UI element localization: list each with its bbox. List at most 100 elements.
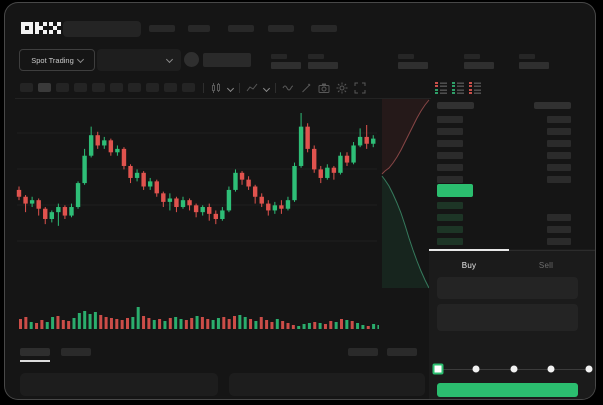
orderbook-row[interactable] bbox=[437, 137, 571, 149]
volume-bar bbox=[120, 320, 124, 329]
volume-bar bbox=[99, 315, 103, 329]
timeframe-button[interactable] bbox=[20, 83, 33, 92]
bottom-action-1[interactable] bbox=[348, 348, 378, 356]
candle-type-icon[interactable] bbox=[210, 82, 222, 94]
asks-depth-fill bbox=[382, 99, 429, 174]
volume-bar bbox=[238, 315, 242, 329]
last-price-bar[interactable] bbox=[437, 184, 473, 197]
volume-bar bbox=[254, 321, 258, 329]
indicators-icon[interactable] bbox=[282, 82, 294, 94]
buy-tab-label: Buy bbox=[461, 261, 477, 270]
timeframe-button[interactable] bbox=[110, 83, 123, 92]
stat-label bbox=[398, 54, 414, 59]
nav-item[interactable] bbox=[228, 25, 254, 32]
candle bbox=[239, 172, 245, 180]
volume-bar bbox=[366, 326, 370, 329]
buy-submit-button[interactable] bbox=[437, 383, 578, 397]
nav-item[interactable] bbox=[188, 25, 210, 32]
timeframe-button[interactable] bbox=[128, 83, 141, 92]
fullscreen-icon[interactable] bbox=[354, 82, 366, 94]
amount-slider[interactable] bbox=[432, 363, 593, 374]
orderbook-row[interactable] bbox=[437, 125, 571, 137]
orderbook-row[interactable] bbox=[437, 173, 571, 185]
candle bbox=[174, 198, 179, 208]
candle bbox=[252, 186, 258, 197]
pair-selector-dropdown[interactable] bbox=[97, 49, 181, 71]
trading-mode-button[interactable]: Spot Trading bbox=[19, 49, 95, 71]
orderbook-row[interactable] bbox=[437, 149, 571, 161]
volume-bar bbox=[206, 319, 210, 329]
candle bbox=[75, 183, 81, 208]
amount-input[interactable] bbox=[437, 304, 578, 331]
search-input[interactable] bbox=[63, 21, 141, 37]
orderbook-row[interactable] bbox=[437, 211, 571, 223]
volume-bar bbox=[83, 311, 87, 329]
book-mode-bids-icon[interactable] bbox=[452, 81, 465, 94]
timeframe-button[interactable] bbox=[164, 83, 177, 92]
candlestick-chart[interactable] bbox=[15, 99, 379, 335]
timeframe-button[interactable] bbox=[74, 83, 87, 92]
volume-bar bbox=[40, 320, 44, 329]
timeframe-button[interactable] bbox=[146, 83, 159, 92]
chevron-down-icon[interactable] bbox=[262, 84, 271, 92]
active-tab-indicator bbox=[429, 249, 509, 251]
volume-bar bbox=[184, 320, 188, 329]
orderbook-row[interactable] bbox=[437, 199, 571, 211]
volume-bar bbox=[93, 312, 97, 329]
book-mode-combined-icon[interactable] bbox=[435, 81, 448, 94]
bottom-tab-2[interactable] bbox=[61, 348, 91, 356]
volume-bar bbox=[168, 318, 172, 329]
slider-stop[interactable] bbox=[472, 365, 480, 372]
slider-stop[interactable] bbox=[510, 365, 517, 372]
tab-buy[interactable]: Buy bbox=[429, 255, 509, 273]
timeframe-button[interactable] bbox=[92, 83, 105, 92]
app-window: Spot Trading bbox=[4, 2, 596, 400]
volume-bar bbox=[51, 317, 55, 329]
nav-item[interactable] bbox=[268, 25, 294, 32]
volume-bar bbox=[281, 321, 285, 329]
settings-icon[interactable] bbox=[336, 82, 348, 94]
slider-stop[interactable] bbox=[585, 365, 593, 372]
orderbook-row[interactable] bbox=[437, 235, 571, 247]
timeframe-button[interactable] bbox=[56, 83, 69, 92]
nav-item[interactable] bbox=[311, 25, 337, 32]
volume-bar bbox=[313, 322, 317, 329]
orderbook-row[interactable] bbox=[437, 113, 571, 125]
price-input[interactable] bbox=[437, 277, 578, 299]
candle bbox=[180, 200, 186, 208]
bottom-panel-right[interactable] bbox=[229, 373, 425, 396]
volume-bar bbox=[340, 319, 343, 329]
tab-sell[interactable]: Sell bbox=[509, 255, 583, 273]
bottom-action-2[interactable] bbox=[387, 348, 417, 356]
timeframe-button[interactable] bbox=[38, 83, 51, 92]
volume-bar bbox=[334, 322, 338, 329]
candle bbox=[141, 172, 146, 187]
volume-bar bbox=[211, 320, 215, 329]
amount-column-header bbox=[534, 102, 571, 109]
draw-icon[interactable] bbox=[300, 82, 312, 94]
book-mode-asks-icon[interactable] bbox=[469, 81, 482, 94]
amount-cell bbox=[547, 151, 571, 159]
orderbook-asks bbox=[437, 113, 571, 185]
bottom-panel-left[interactable] bbox=[20, 373, 218, 396]
candle bbox=[128, 165, 133, 178]
chevron-down-icon[interactable] bbox=[226, 84, 235, 92]
timeframe-button[interactable] bbox=[182, 83, 195, 92]
chart-style-icon[interactable] bbox=[246, 82, 258, 94]
bottom-tab-1[interactable] bbox=[20, 348, 50, 356]
orderbook-row[interactable] bbox=[437, 223, 571, 235]
candle bbox=[220, 210, 225, 219]
slider-stop[interactable] bbox=[547, 365, 555, 372]
candle bbox=[23, 196, 28, 204]
slider-handle[interactable] bbox=[432, 363, 444, 374]
candle bbox=[292, 165, 297, 201]
okx-logo[interactable] bbox=[21, 22, 62, 35]
amount-cell bbox=[547, 163, 571, 171]
camera-icon[interactable] bbox=[318, 82, 330, 94]
volume-bar bbox=[35, 323, 39, 329]
volume-bar bbox=[265, 320, 269, 329]
nav-item[interactable] bbox=[149, 25, 175, 32]
orderbook-row[interactable] bbox=[437, 161, 571, 173]
candle bbox=[364, 136, 369, 144]
volume-bar bbox=[109, 318, 113, 329]
